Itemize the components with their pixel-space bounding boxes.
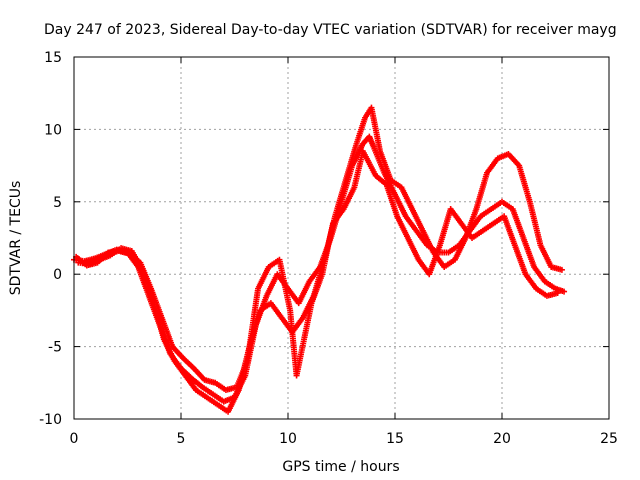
axis-ticks: 0 5 10 15 20 25 -10 -5 0 5 10 15 [39, 50, 618, 447]
y-axis-label: SDTVAR / TECUs [8, 181, 24, 296]
grid [74, 57, 609, 419]
data-point [554, 290, 561, 297]
x-tick-label: 15 [386, 431, 404, 447]
data-point [561, 288, 568, 295]
x-tick-label: 0 [70, 431, 79, 447]
x-tick-label: 25 [600, 431, 618, 447]
y-tick-label: 15 [44, 50, 62, 66]
chart-title: Day 247 of 2023, Sidereal Day-to-day VTE… [44, 22, 617, 38]
y-tick-label: -5 [48, 340, 62, 356]
series-track-c [73, 148, 561, 394]
x-tick-label: 5 [177, 431, 186, 447]
data-points [71, 104, 568, 415]
y-tick-label: 0 [53, 267, 62, 283]
data-point [558, 266, 565, 273]
plot-frame [73, 56, 610, 420]
x-tick-label: 20 [493, 431, 511, 447]
x-tick-label: 10 [279, 431, 297, 447]
y-tick-label: 5 [53, 195, 62, 211]
y-tick-label: -10 [39, 412, 62, 428]
y-tick-label: 10 [44, 122, 62, 138]
x-axis-label: GPS time / hours [282, 459, 399, 475]
